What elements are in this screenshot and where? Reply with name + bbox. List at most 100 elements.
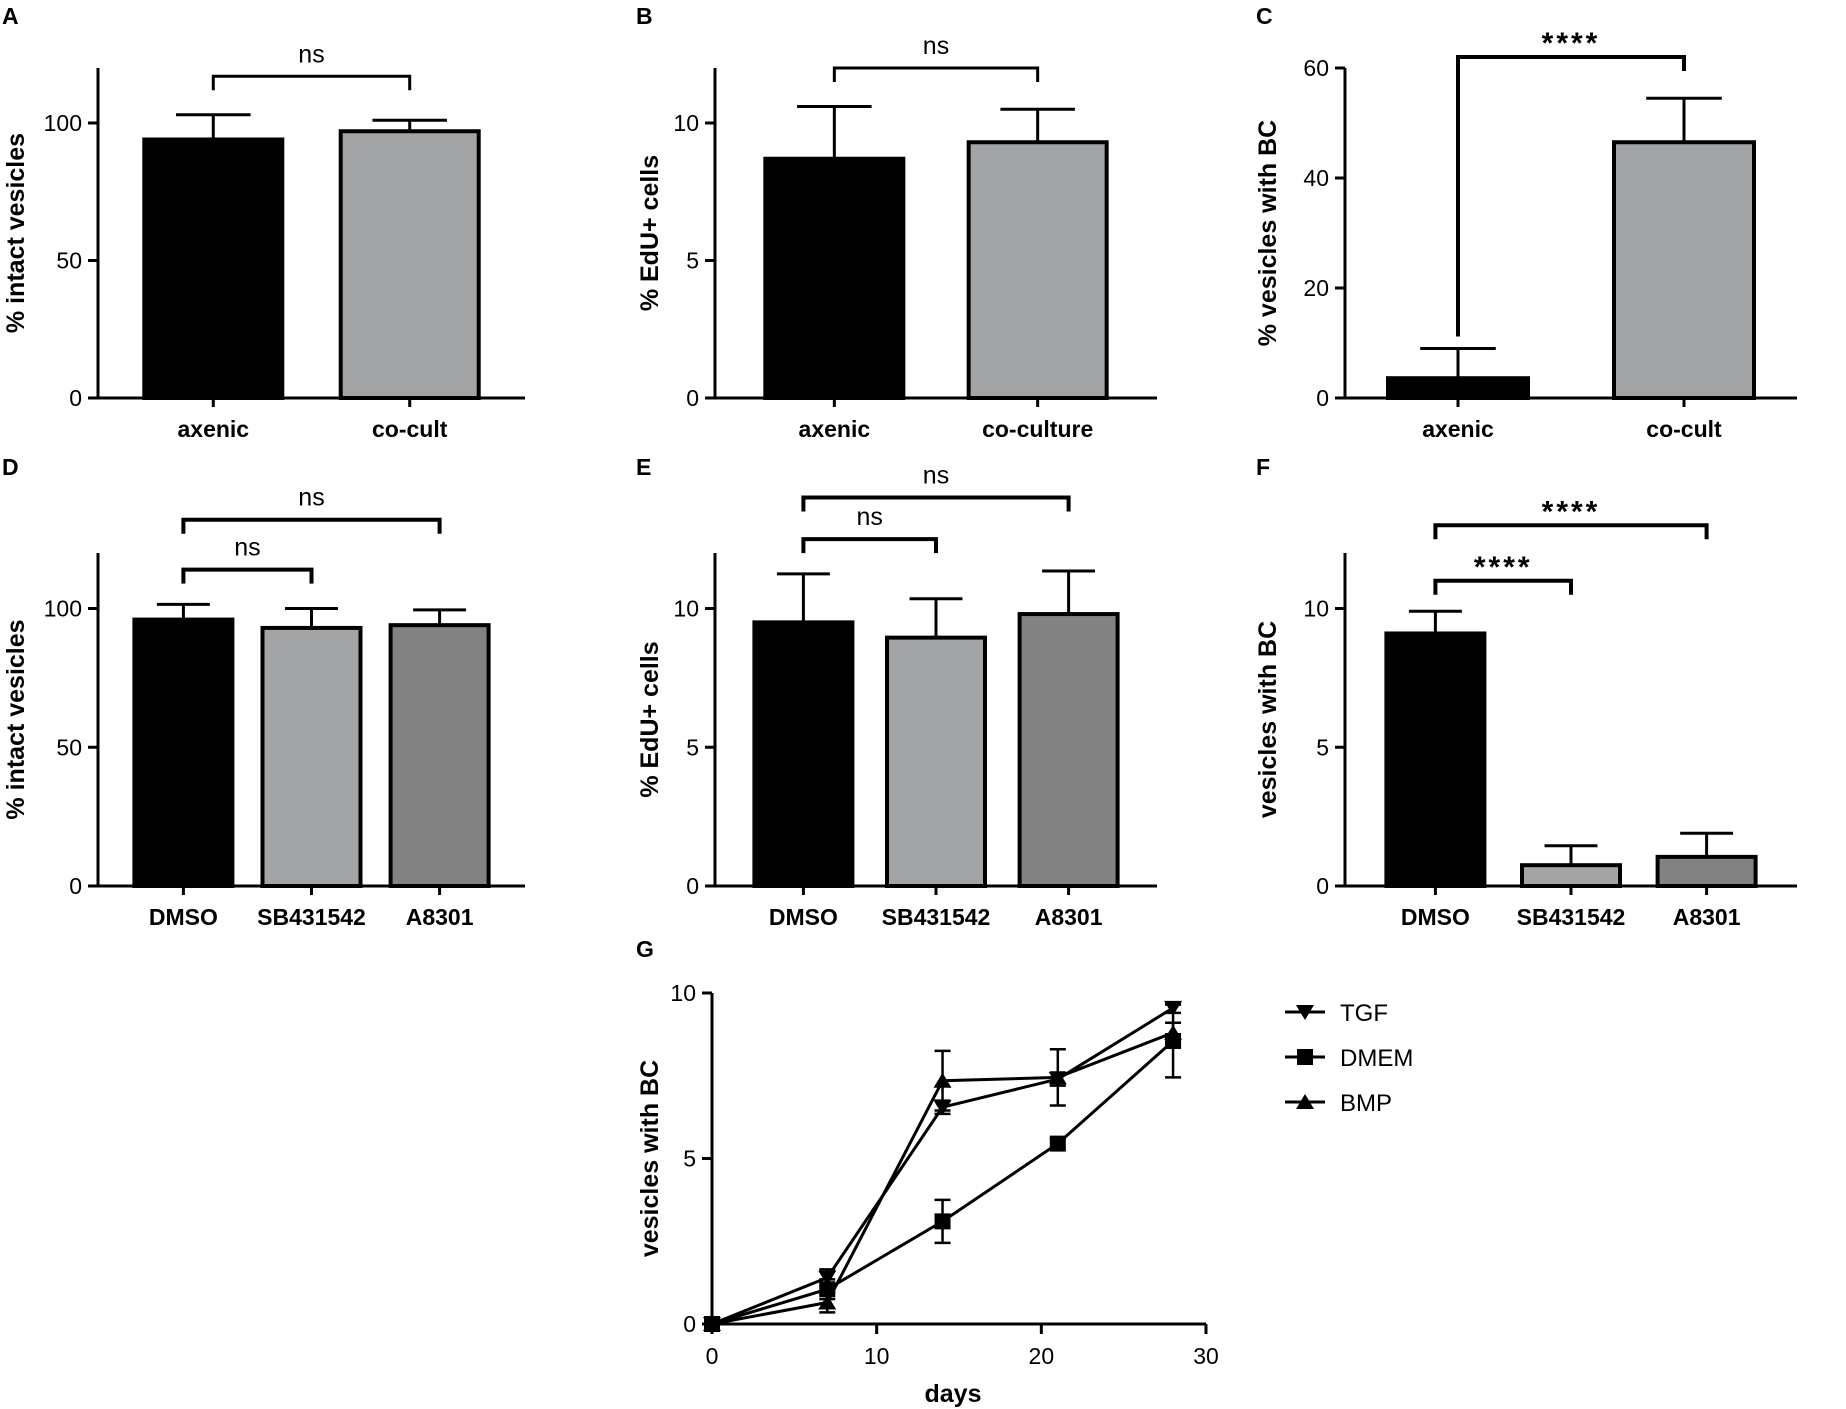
panel-letter-d: D [2,454,19,480]
significance-label: ns [923,32,949,60]
y-tick-label: 5 [686,248,699,274]
x-tick-label: 20 [1029,1343,1055,1369]
bar [885,635,987,889]
category-label: SB431542 [1517,904,1626,930]
data-point [818,1294,837,1310]
y-tick-label: 50 [56,734,82,760]
category-label: co-cult [1646,416,1722,442]
category-label: co-cult [372,416,448,442]
legend-marker [1296,1094,1314,1109]
significance-label: ns [298,40,324,68]
legend-item-tgf: TGF [1285,1000,1388,1027]
category-label: A8301 [1035,904,1103,930]
y-axis-title: % EdU+ cells [636,155,664,311]
legend-label: TGF [1340,1000,1388,1027]
significance-bracket [181,567,314,584]
y-tick-label: 100 [44,110,82,136]
category-label: DMSO [149,904,218,930]
y-tick-label: 100 [44,596,82,622]
y-tick-label: 10 [673,596,699,622]
category-label: DMSO [769,904,838,930]
y-tick-label: 0 [69,385,82,411]
category-label: axenic [177,416,249,442]
y-tick-label: 5 [686,734,699,760]
bar [1655,854,1758,888]
panel-a: 0 50 100 % intact vesicles axenic co-cult ns [2,40,525,442]
panel-b: 0 5 10 % EdU+ cells axenic co-culture ns [636,32,1157,442]
y-axis-title: % vesicles with BC [1254,120,1282,346]
data-point [1164,1024,1183,1040]
bar [1612,140,1756,400]
panel-f: 0 5 10 vesicles with BC DMSO SB431542 A8301 ***… [1254,495,1797,930]
y-axis-title: % intact vesicles [2,133,30,333]
legend-label: DMEM [1340,1045,1413,1072]
bar [132,617,235,888]
legend-item-bmp: BMP [1285,1090,1392,1117]
panel-letter-b: B [636,3,653,29]
panel-letter-f: F [1256,454,1270,480]
panel-letter-a: A [2,3,19,29]
legend-label: BMP [1340,1090,1392,1117]
data-point [703,1316,721,1331]
data-point [934,1213,951,1230]
panel-c: 0 20 40 60 % vesicles with BC axenic co-cult **… [1254,27,1797,442]
category-label: co-culture [982,416,1093,442]
y-tick-label: 10 [670,980,696,1006]
panel-g: 0 5 10 vesicles with BC 0 10 20 30 days TGF DMEM BM… [636,980,1413,1408]
x-tick-label: 10 [864,1343,890,1369]
panel-letter-e: E [636,454,651,480]
x-tick-label: 30 [1193,1343,1219,1369]
significance-bracket [801,537,938,554]
panel-e: 0 5 10 % EdU+ cells DMSO SB431542 A8301 ns ns [636,462,1157,930]
y-tick-label: 0 [683,1311,696,1337]
y-tick-label: 0 [1316,385,1329,411]
significance-bracket [211,74,412,91]
category-label: SB431542 [257,904,366,930]
data-point [1049,1135,1066,1152]
series-dmem [704,1003,1182,1332]
category-label: axenic [1422,416,1494,442]
significance-bracket [1433,578,1573,595]
category-label: DMSO [1401,904,1470,930]
significance-bracket [1456,55,1686,337]
category-label: A8301 [406,904,474,930]
bar [388,623,491,889]
significance-label: **** [1542,495,1601,528]
y-tick-label: 10 [1303,596,1329,622]
y-tick-label: 10 [673,110,699,136]
significance-label: ns [923,462,949,490]
legend-marker [1297,1049,1313,1065]
y-tick-label: 5 [683,1146,696,1172]
significance-label: **** [1542,27,1601,60]
x-tick-label: 0 [706,1343,719,1369]
y-axis-title: vesicles with BC [1254,621,1282,818]
y-axis-title: % intact vesicles [2,619,30,819]
bar [966,140,1109,400]
y-tick-label: 50 [56,248,82,274]
y-tick-label: 40 [1303,165,1329,191]
data-point [1048,1069,1067,1085]
significance-bracket [801,495,1071,512]
legend-item-dmem: DMEM [1285,1045,1413,1072]
significance-label: ns [856,503,882,531]
panel-d: 0 50 100 % intact vesicles DMSO SB431542 A8301… [2,484,525,930]
bar [1386,376,1530,401]
significance-label: ns [298,484,324,512]
category-label: A8301 [1673,904,1741,930]
significance-label: ns [234,534,260,562]
category-label: axenic [799,416,871,442]
legend-marker [1296,1005,1314,1020]
series-bmp [703,1021,1183,1331]
y-tick-label: 0 [686,873,699,899]
bar [1520,863,1622,888]
y-tick-label: 5 [1316,734,1329,760]
panel-letter-c: C [1256,3,1273,29]
panel-letter-g: G [636,936,654,962]
bar [338,129,481,400]
bar [260,625,363,888]
x-axis-title: days [925,1380,982,1408]
y-tick-label: 20 [1303,275,1329,301]
bar [763,156,906,400]
bar [142,137,285,400]
